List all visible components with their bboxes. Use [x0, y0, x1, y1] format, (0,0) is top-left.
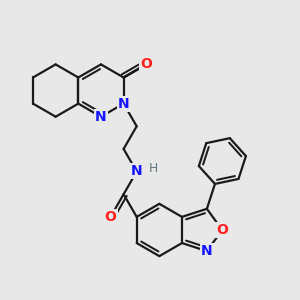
- Text: O: O: [105, 210, 116, 224]
- Text: N: N: [118, 97, 129, 111]
- Text: H: H: [148, 161, 158, 175]
- Text: O: O: [216, 223, 228, 237]
- Text: O: O: [140, 57, 152, 71]
- Text: N: N: [201, 244, 213, 258]
- Text: N: N: [95, 110, 107, 124]
- Text: N: N: [131, 164, 142, 178]
